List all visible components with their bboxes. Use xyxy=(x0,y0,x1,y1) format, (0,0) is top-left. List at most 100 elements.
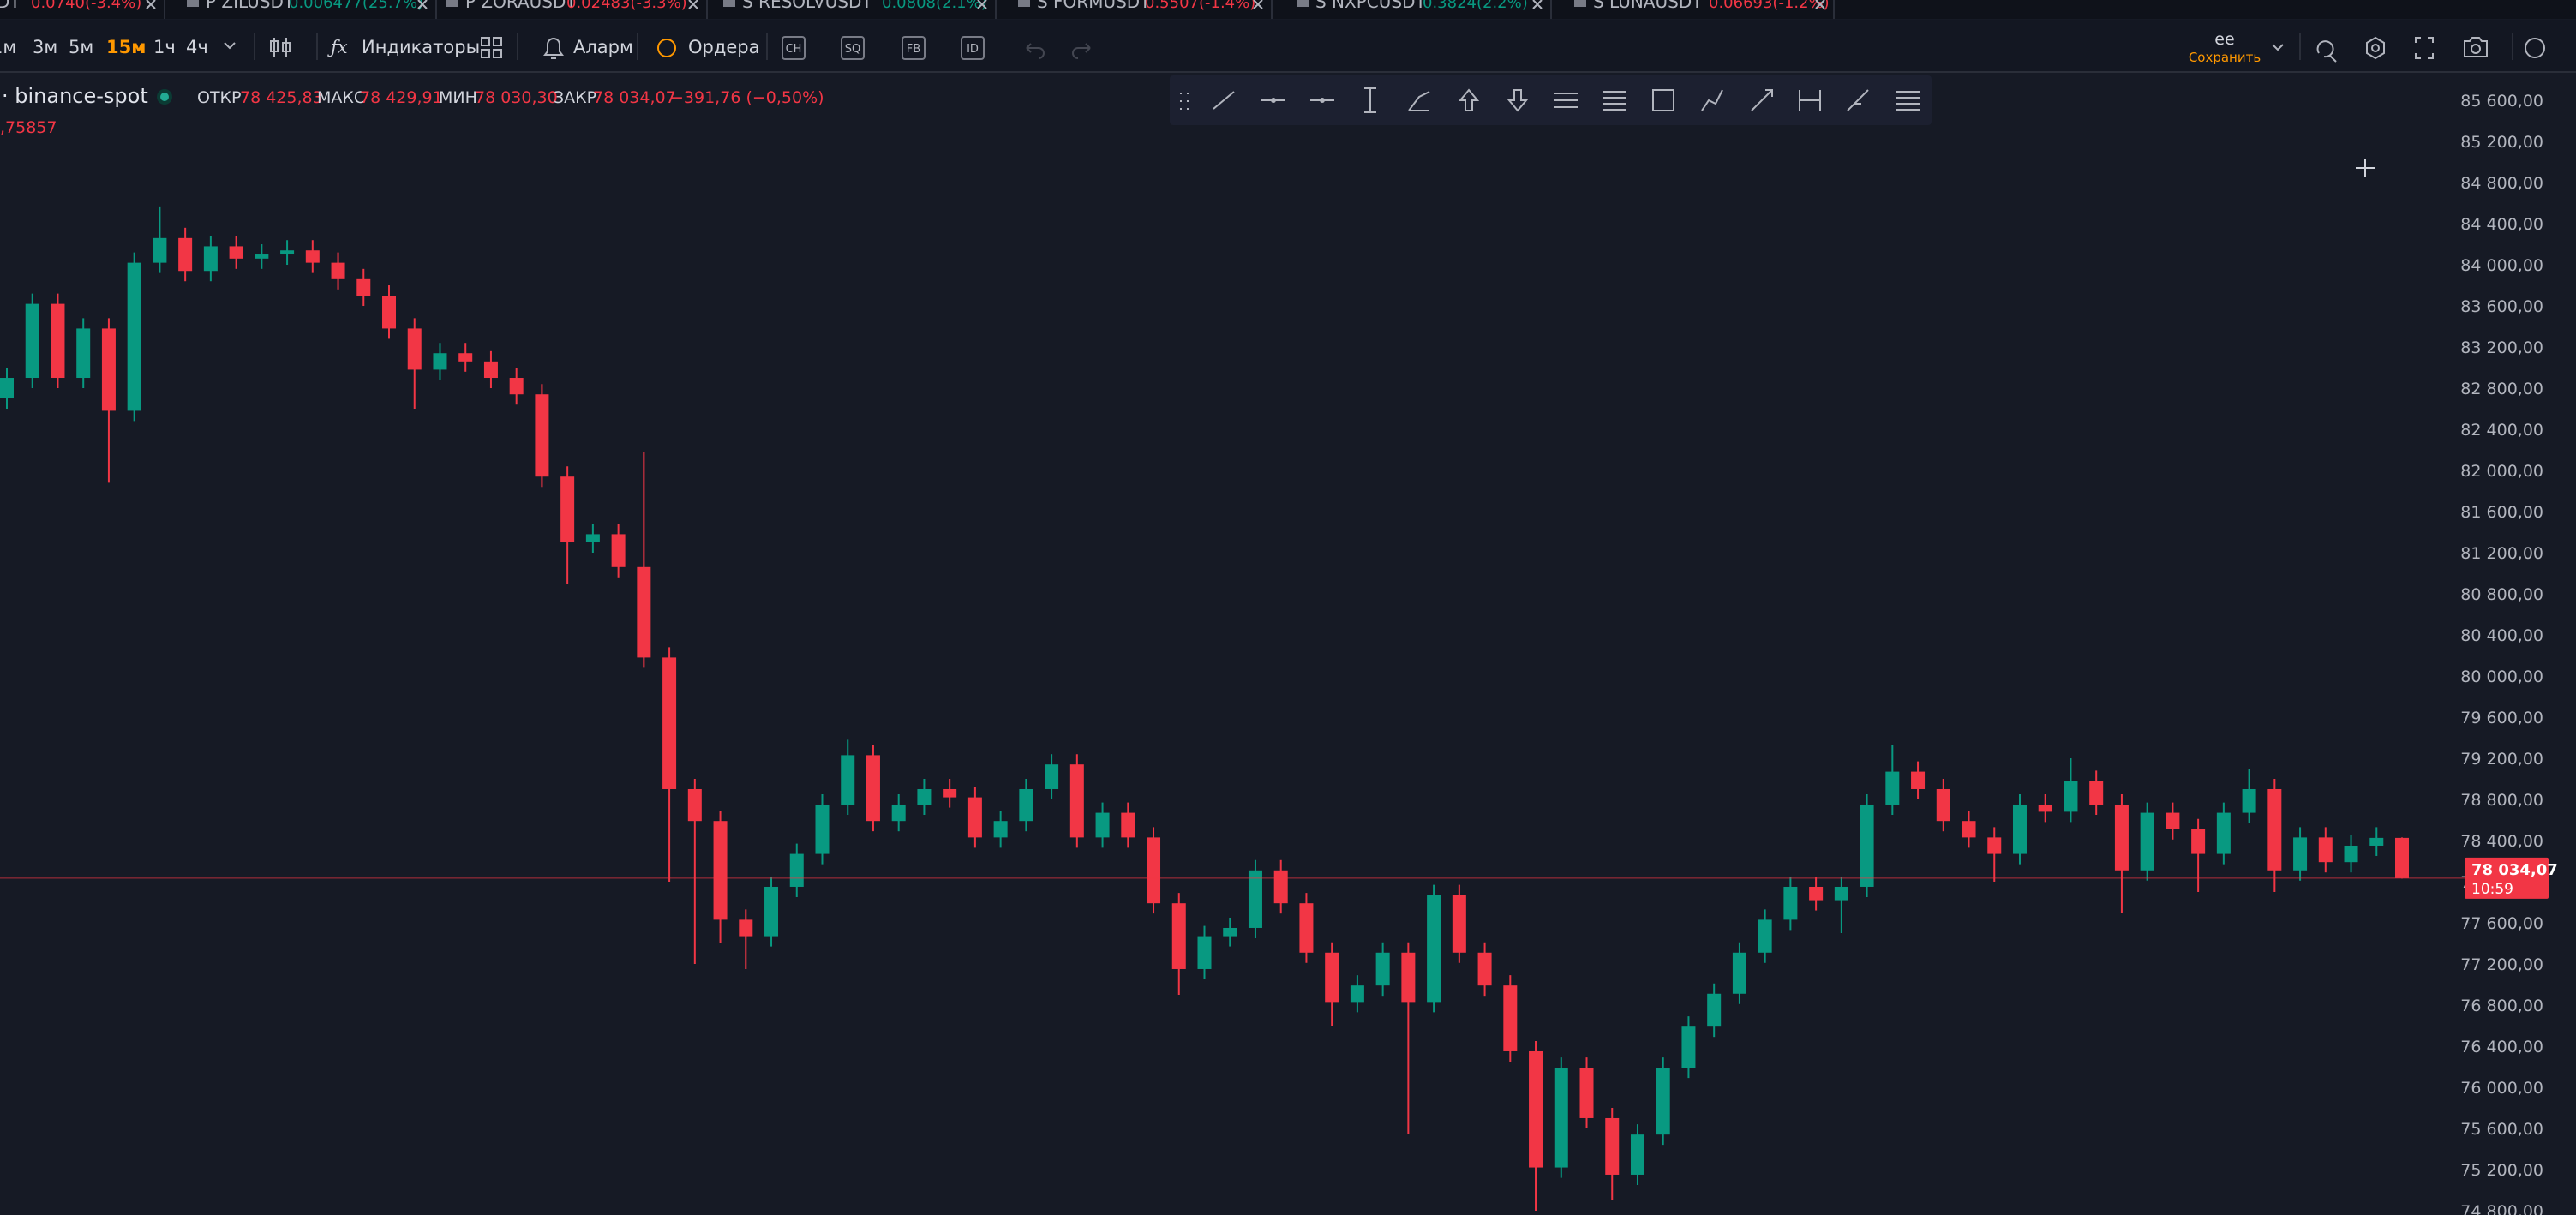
indicators-button[interactable]: Индикаторы xyxy=(362,37,480,57)
y-tick-label: 81 600,00 xyxy=(2460,503,2543,522)
box-button[interactable] xyxy=(841,36,865,60)
screenshot-icon[interactable] xyxy=(2464,37,2488,57)
tab-symbol[interactable]: S NXPCUSDT xyxy=(1315,0,1426,12)
tab-close[interactable] xyxy=(417,0,428,9)
interval[interactable]: 1м xyxy=(0,37,16,57)
tab-symbol[interactable]: P ZORAUSDT xyxy=(465,0,577,12)
drawing-tool[interactable] xyxy=(1507,89,1529,112)
candle-body xyxy=(153,237,167,263)
tab-close[interactable] xyxy=(1815,0,1825,9)
candle-body xyxy=(1554,1068,1568,1168)
box-label: CH xyxy=(786,43,802,56)
interval[interactable]: 5м xyxy=(69,37,93,57)
tab-symbol[interactable]: S RESOLVUSDT xyxy=(742,0,872,12)
candle-body xyxy=(1095,812,1110,838)
y-tick-label: 74 800,00 xyxy=(2460,1202,2543,1215)
drawing-tool[interactable] xyxy=(1408,91,1430,111)
candle-body xyxy=(382,296,397,329)
tab-close[interactable] xyxy=(1532,0,1543,9)
tab-symbol[interactable]: DT xyxy=(0,0,21,12)
orders-button[interactable]: Ордера xyxy=(688,37,760,57)
orders-icon[interactable] xyxy=(657,39,676,57)
candle-body xyxy=(2012,804,2027,854)
exchange-name: · binance-spot xyxy=(2,84,148,108)
fx-icon[interactable]: ƒx xyxy=(327,37,348,57)
alarm-button[interactable]: Аларм xyxy=(573,37,633,57)
candle-body xyxy=(1758,919,1772,953)
layout-name[interactable]: ee xyxy=(2214,30,2234,49)
tab-symbol[interactable]: S LUNAUSDT xyxy=(1593,0,1703,12)
interval[interactable]: 4ч xyxy=(186,37,208,57)
undo[interactable] xyxy=(1026,43,1045,59)
y-tick-label: 85 600,00 xyxy=(2460,92,2543,111)
y-tick-label: 82 400,00 xyxy=(2460,421,2543,440)
interval-active[interactable]: 15м xyxy=(106,37,146,57)
drawing-tool[interactable] xyxy=(1364,87,1376,113)
candle-body xyxy=(713,821,728,920)
interval[interactable]: 3м xyxy=(33,37,57,57)
drawing-tool[interactable] xyxy=(1554,93,1578,108)
tab-close[interactable] xyxy=(146,0,156,9)
candle-body xyxy=(1427,895,1441,1003)
last-price-box xyxy=(2465,857,2549,899)
y-tick-label: 82 000,00 xyxy=(2460,462,2543,481)
box-button[interactable] xyxy=(902,36,926,60)
tab-price: 0.0808(2.1%) xyxy=(882,0,987,12)
legend-label: ОТКР xyxy=(197,88,242,107)
candle-body xyxy=(1045,764,1059,789)
settings-icon[interactable] xyxy=(2366,36,2385,60)
drawing-tool[interactable] xyxy=(1652,89,1674,111)
candle-body xyxy=(1630,1134,1644,1175)
y-tick-label: 76 800,00 xyxy=(2460,997,2543,1015)
drawing-tool[interactable] xyxy=(1603,91,1626,111)
candle-body xyxy=(2344,845,2358,863)
status-dot xyxy=(160,93,169,101)
tab-symbol[interactable]: P ZILUSDT xyxy=(206,0,295,12)
candle-body xyxy=(1605,1117,1620,1175)
save-button[interactable]: Сохранить xyxy=(2189,50,2261,65)
y-tick-label: 84 800,00 xyxy=(2460,174,2543,193)
templates-icon[interactable] xyxy=(481,37,502,58)
tab-close[interactable] xyxy=(1253,0,1263,9)
candle-body xyxy=(255,254,269,259)
candle-body xyxy=(866,755,880,822)
drawing-tool[interactable] xyxy=(1701,89,1723,111)
drawing-tool[interactable] xyxy=(1799,90,1821,111)
candle-body xyxy=(458,353,473,362)
redo[interactable] xyxy=(1072,43,1091,59)
candle-body xyxy=(2242,788,2256,813)
box-button[interactable] xyxy=(782,36,806,60)
legend-value: 78 030,30 xyxy=(475,88,558,107)
candle-body xyxy=(1477,952,1492,986)
candle-body xyxy=(483,361,498,379)
chart-type-icon[interactable] xyxy=(270,38,291,57)
box-button[interactable] xyxy=(961,36,985,60)
tab-close[interactable] xyxy=(688,0,698,9)
drawing-tool[interactable] xyxy=(1458,88,1480,111)
panel-toggle[interactable] xyxy=(2525,38,2545,58)
search-icon[interactable] xyxy=(2316,40,2337,63)
tab-price: 0.02483(-3.3%) xyxy=(566,0,687,12)
drawing-tool[interactable] xyxy=(1896,91,1920,111)
tab-close[interactable] xyxy=(977,0,987,9)
y-tick-label: 79 200,00 xyxy=(2460,750,2543,769)
layout-dropdown[interactable] xyxy=(2272,44,2284,51)
candle-body xyxy=(1350,985,1364,1003)
drawing-tool[interactable] xyxy=(1847,89,1869,111)
drawing-tool[interactable] xyxy=(1213,91,1235,110)
toolbar-bg xyxy=(0,20,2576,71)
interval-dropdown[interactable] xyxy=(224,42,236,50)
chart-legend: · binance-spot ОТКР 78 425,83 МАКС 78 42… xyxy=(0,84,824,137)
fullscreen-icon[interactable] xyxy=(2415,37,2434,59)
candle-body xyxy=(0,378,14,399)
y-tick-label: 79 600,00 xyxy=(2460,709,2543,727)
alarm-icon[interactable] xyxy=(543,38,564,59)
drawing-tool[interactable] xyxy=(1751,89,1773,111)
candle-body xyxy=(25,303,39,379)
interval[interactable]: 1ч xyxy=(153,37,176,57)
tab-symbol[interactable]: S FORMUSDT xyxy=(1037,0,1151,12)
tab-icon xyxy=(446,0,458,7)
